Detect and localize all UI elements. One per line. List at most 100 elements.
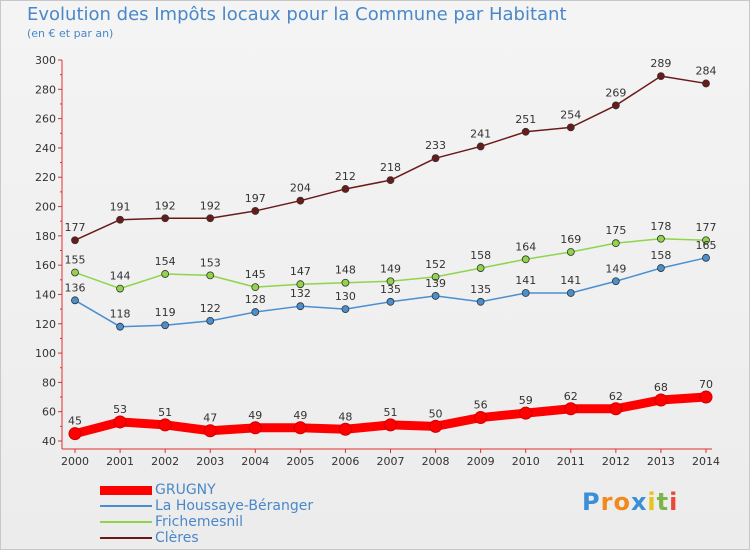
proxiti-logo: Proxiti [582, 488, 678, 516]
data-point [161, 270, 170, 278]
data-point [702, 253, 710, 262]
series-line-3 [74, 75, 707, 241]
data-point [521, 255, 530, 264]
data-point [566, 289, 575, 297]
data-label: 128 [245, 293, 266, 306]
data-label: 51 [384, 406, 398, 419]
data-point [341, 305, 350, 314]
data-label: 169 [560, 233, 581, 246]
y-tick-label: 220 [35, 171, 56, 184]
data-label: 233 [425, 139, 446, 152]
data-label: 119 [155, 306, 176, 319]
data-label: 177 [696, 221, 717, 234]
data-point [384, 418, 397, 432]
legend-label: La Houssaye-Béranger [155, 498, 314, 514]
data-point [251, 308, 260, 316]
data-label: 62 [564, 390, 578, 403]
data-point [657, 234, 665, 243]
x-tick-label: 2006 [331, 455, 359, 468]
x-tick-label: 2003 [196, 455, 224, 468]
x-tick-label: 2007 [377, 455, 405, 468]
x-tick-label: 2009 [467, 455, 495, 468]
legend-swatch [100, 521, 152, 523]
data-point [296, 302, 305, 311]
data-point [657, 72, 665, 81]
x-tick-label: 2005 [286, 455, 314, 468]
data-point [429, 419, 443, 433]
data-label: 147 [290, 265, 311, 278]
data-point [521, 289, 530, 297]
x-tick-label: 2004 [241, 455, 269, 468]
data-label: 175 [605, 224, 626, 237]
data-label: 158 [650, 249, 671, 262]
data-label: 50 [429, 407, 443, 420]
data-label: 118 [110, 308, 131, 321]
data-point [251, 283, 260, 292]
data-point [431, 292, 440, 300]
data-point [116, 322, 124, 331]
data-label: 165 [696, 239, 717, 252]
data-point [386, 297, 395, 306]
legend-swatch [100, 537, 152, 539]
legend-swatch [100, 485, 152, 495]
data-point [657, 264, 665, 272]
data-point [206, 316, 215, 325]
legend-swatch [100, 505, 152, 507]
logo-letter: r [600, 488, 614, 516]
data-point [71, 236, 79, 245]
data-label: 130 [335, 290, 356, 303]
y-tick-label: 100 [35, 347, 56, 360]
data-label: 149 [380, 262, 401, 275]
y-tick-label: 260 [35, 113, 56, 126]
data-point [611, 239, 620, 248]
data-label: 47 [203, 412, 217, 425]
y-tick-label: 120 [35, 318, 56, 331]
data-point [431, 272, 440, 281]
legend-label: GRUGNY [155, 482, 216, 498]
data-point [158, 418, 172, 432]
data-point [519, 406, 533, 420]
data-label: 70 [699, 378, 713, 391]
data-label: 251 [515, 113, 536, 126]
data-label: 59 [519, 394, 533, 407]
data-label: 241 [470, 127, 491, 140]
data-label: 141 [560, 274, 581, 287]
line-chart: 40 60 80 100 120 140 160 180 200 220 240 260 280 300 2… [35, 54, 720, 468]
data-label: 197 [245, 192, 266, 205]
logo-letter: i [647, 488, 657, 516]
x-tick-label: 2001 [106, 455, 134, 468]
data-point [566, 248, 575, 256]
data-point [702, 79, 710, 88]
data-label: 204 [290, 182, 311, 195]
data-point [206, 271, 215, 280]
data-label: 269 [605, 86, 626, 99]
data-label: 177 [65, 221, 86, 234]
data-point [474, 411, 488, 425]
data-point [116, 284, 124, 293]
data-point [476, 264, 485, 272]
data-point [116, 215, 124, 224]
data-label: 218 [380, 161, 401, 174]
data-label: 152 [425, 258, 446, 271]
data-point [293, 421, 307, 435]
data-label: 56 [474, 399, 488, 412]
y-tick-label: 280 [35, 83, 56, 96]
y-tick-label: 160 [35, 259, 56, 272]
data-point [702, 236, 710, 245]
data-point [386, 176, 395, 185]
data-label: 62 [609, 390, 623, 403]
data-point [71, 296, 79, 305]
data-label: 153 [200, 256, 221, 269]
y-tick-label: 180 [35, 230, 56, 243]
logo-letter: o [613, 488, 631, 516]
logo-letter: t [656, 488, 670, 516]
data-label: 154 [155, 255, 176, 268]
data-label: 49 [293, 409, 307, 422]
data-point [203, 424, 217, 438]
data-label: 145 [245, 268, 266, 281]
data-point [611, 101, 620, 110]
data-label: 148 [335, 264, 356, 277]
data-label: 51 [158, 406, 172, 419]
data-label: 139 [425, 277, 446, 290]
x-tick-label: 2013 [647, 455, 675, 468]
